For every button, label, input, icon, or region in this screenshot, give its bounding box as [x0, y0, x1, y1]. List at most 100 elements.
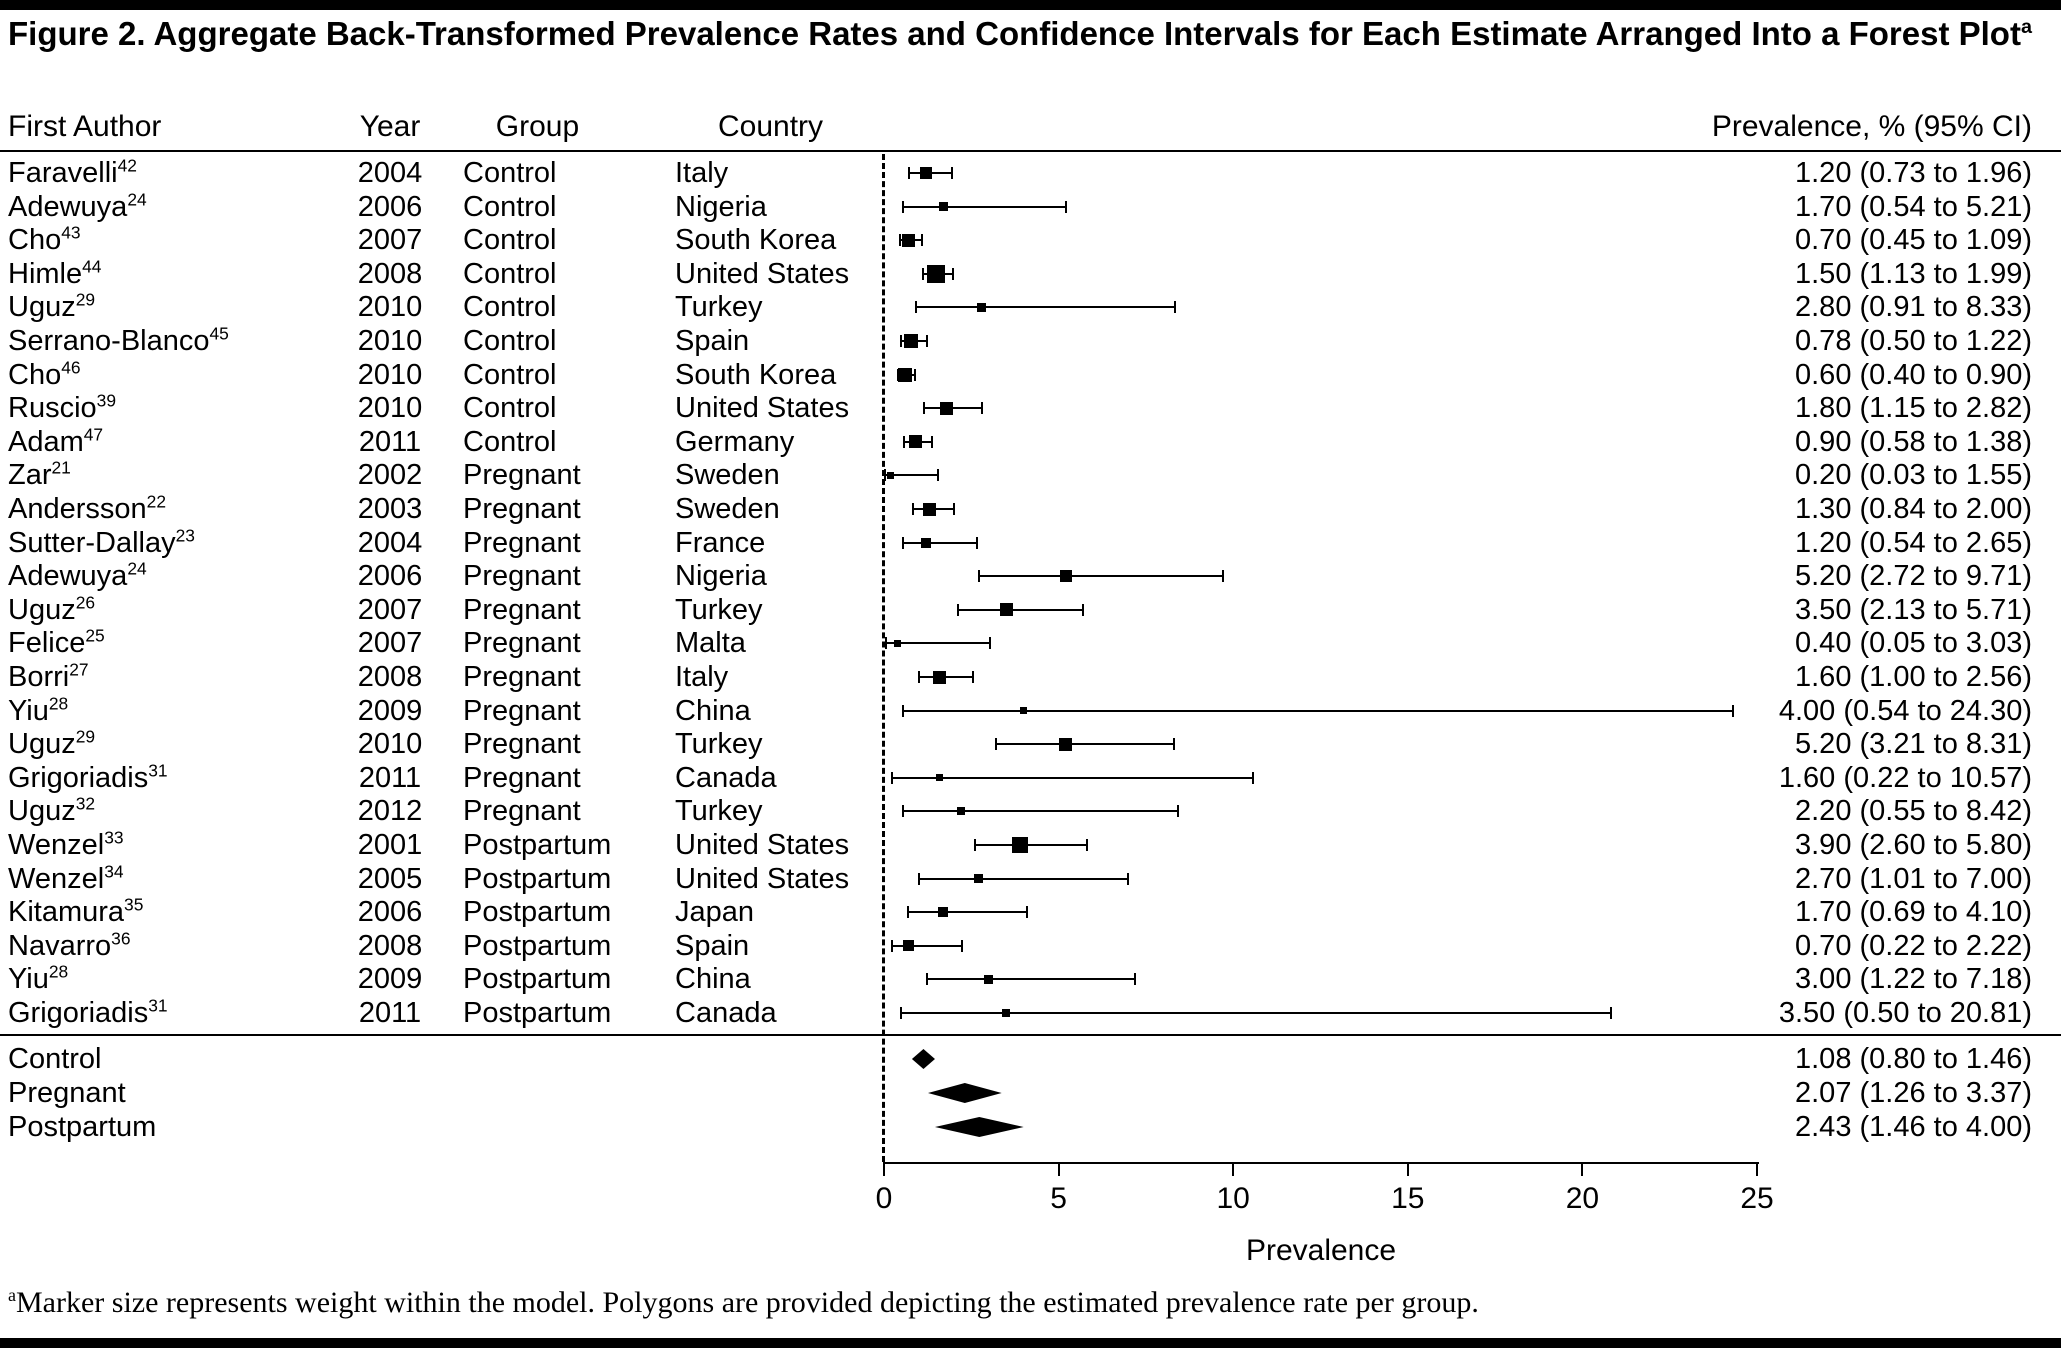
study-row: Zar21 2002 Pregnant Sweden 0.20 (0.03 to 1.5…	[0, 458, 2061, 492]
point-estimate-marker	[956, 807, 965, 816]
study-author: Ruscio39	[8, 390, 116, 425]
axis-tick	[1756, 1162, 1758, 1176]
summary-group-label: Control	[8, 1043, 102, 1075]
study-group: Pregnant	[463, 459, 581, 492]
point-estimate-marker	[938, 202, 948, 212]
ci-line	[891, 776, 1254, 779]
ci-cap-left	[900, 1007, 903, 1019]
point-estimate-marker	[938, 907, 949, 918]
study-year: 2002	[357, 459, 423, 492]
ci-line	[885, 642, 990, 645]
study-country: Germany	[675, 425, 795, 458]
ci-cap-right	[1173, 738, 1176, 751]
point-estimate-marker	[897, 367, 912, 382]
point-estimate-marker	[973, 874, 983, 884]
ci-cap-left	[995, 738, 998, 751]
study-group: Pregnant	[463, 694, 581, 727]
ci-cap-left	[890, 939, 893, 952]
study-group: Postpartum	[463, 963, 612, 996]
point-estimate-marker	[1012, 837, 1029, 853]
ci-cap-right	[1064, 200, 1067, 213]
study-prevalence-ci: 1.20 (0.73 to 1.96)	[1795, 157, 2032, 189]
ci-cap-right	[972, 671, 975, 683]
point-estimate-marker	[901, 233, 915, 247]
point-estimate-marker	[977, 302, 987, 312]
study-year: 2008	[357, 929, 423, 962]
bottom-rule	[0, 1338, 2061, 1348]
study-country: Sweden	[675, 493, 780, 525]
ci-line	[891, 944, 962, 947]
axis-tick	[1406, 1162, 1409, 1176]
ci-line	[926, 978, 1135, 981]
study-prevalence-ci: 5.20 (3.21 to 8.31)	[1795, 728, 2032, 761]
study-year: 2009	[357, 694, 423, 727]
study-group: Pregnant	[463, 627, 581, 660]
study-prevalence-ci: 2.20 (0.55 to 8.42)	[1795, 795, 2032, 828]
study-prevalence-ci: 3.00 (1.22 to 7.18)	[1795, 963, 2032, 996]
point-estimate-marker	[894, 639, 902, 647]
summary-rule	[0, 1034, 2061, 1036]
study-year: 2008	[357, 661, 423, 693]
ci-cap-right	[1085, 839, 1088, 851]
ci-cap-left	[957, 603, 960, 616]
ci-cap-left	[908, 167, 911, 179]
study-group: Postpartum	[463, 862, 612, 895]
study-ref-number: 29	[75, 726, 96, 747]
study-row: Uguz26 2007 Pregnant Turkey 3.50 (2.13 to 5.…	[0, 593, 2061, 627]
study-prevalence-ci: 0.78 (0.50 to 1.22)	[1795, 325, 2032, 357]
study-country: Nigeria	[675, 560, 767, 593]
study-country: Malta	[675, 627, 746, 660]
ci-line	[903, 810, 1179, 813]
study-year: 2003	[357, 493, 423, 525]
point-estimate-marker	[940, 401, 954, 415]
study-country: Italy	[675, 661, 729, 693]
study-country: Turkey	[675, 291, 763, 324]
point-estimate-marker	[933, 670, 947, 684]
study-ref-number: 33	[104, 827, 124, 848]
study-country: United States	[675, 829, 850, 861]
study-country: Turkey	[675, 795, 763, 828]
study-year: 2009	[357, 963, 423, 996]
study-group: Pregnant	[463, 593, 581, 626]
study-prevalence-ci: 2.70 (1.01 to 7.00)	[1795, 862, 2032, 895]
axis-tick	[1232, 1162, 1235, 1176]
study-prevalence-ci: 1.70 (0.69 to 4.10)	[1795, 896, 2032, 929]
summary-row: Control 1.08 (0.80 to 1.46)	[0, 1042, 2061, 1076]
study-row: Cho43 2007 Control South Korea 0.70 (0.45 to…	[0, 223, 2061, 257]
study-ref-number: 32	[75, 793, 96, 814]
study-row: Ruscio39 2010 Control United States 1.80 (1.…	[0, 391, 2061, 425]
study-prevalence-ci: 1.80 (1.15 to 2.82)	[1795, 392, 2032, 425]
study-ref-number: 28	[48, 692, 69, 713]
ci-cap-right	[1177, 805, 1180, 818]
study-author: Grigoriadis31	[8, 995, 168, 1029]
study-row: Navarro36 2008 Postpartum Spain 0.70 (0.22 t…	[0, 929, 2061, 963]
study-row: Yiu28 2009 Pregnant China 4.00 (0.54 to 24.3…	[0, 694, 2061, 728]
study-row: Borri27 2008 Pregnant Italy 1.60 (1.00 to 2.…	[0, 660, 2061, 694]
study-ref-number: 28	[48, 961, 69, 982]
study-author: Himle44	[8, 256, 102, 290]
ci-cap-left	[903, 435, 906, 448]
ci-cap-right	[937, 469, 940, 482]
study-year: 2010	[357, 325, 423, 357]
study-year: 2007	[357, 627, 423, 660]
study-country: Italy	[675, 157, 729, 189]
ci-cap-left	[922, 267, 925, 280]
ci-line	[902, 709, 1733, 712]
study-author: Grigoriadis31	[8, 760, 168, 794]
ci-cap-left	[900, 335, 903, 347]
study-author: Adam47	[8, 424, 104, 458]
study-country: China	[675, 963, 751, 996]
study-row: Felice25 2007 Pregnant Malta 0.40 (0.05 to 3…	[0, 626, 2061, 660]
study-group: Postpartum	[463, 997, 612, 1029]
point-estimate-marker	[936, 774, 944, 782]
study-group: Postpartum	[463, 896, 612, 929]
study-row: Adewuya24 2006 Pregnant Nigeria 5.20 (2.72 t…	[0, 559, 2061, 593]
ci-cap-right	[921, 234, 924, 247]
point-estimate-marker	[904, 334, 919, 348]
study-prevalence-ci: 5.20 (2.72 to 9.71)	[1795, 560, 2032, 593]
study-country: Turkey	[675, 728, 763, 761]
axis-tick	[1057, 1162, 1060, 1176]
summary-row: Postpartum 2.43 (1.46 to 4.00)	[0, 1110, 2061, 1144]
study-prevalence-ci: 0.70 (0.45 to 1.09)	[1795, 224, 2032, 257]
axis-tick-label: 10	[1216, 1182, 1250, 1215]
